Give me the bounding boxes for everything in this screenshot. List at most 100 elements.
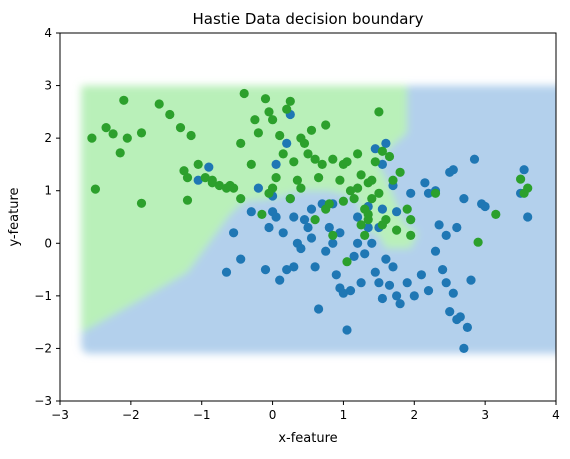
data-point bbox=[335, 175, 345, 185]
data-point bbox=[136, 128, 147, 138]
data-point bbox=[392, 291, 402, 301]
data-point bbox=[519, 165, 529, 175]
data-point bbox=[335, 228, 345, 238]
x-tick-label: 1 bbox=[340, 408, 348, 422]
data-point bbox=[246, 207, 256, 217]
data-point bbox=[289, 212, 299, 222]
data-point bbox=[179, 166, 189, 176]
data-point bbox=[469, 154, 480, 164]
data-point bbox=[360, 230, 370, 240]
data-point bbox=[349, 251, 359, 261]
data-point bbox=[154, 99, 164, 109]
data-point bbox=[374, 278, 384, 288]
data-point bbox=[101, 123, 111, 133]
data-point bbox=[292, 175, 302, 185]
data-point bbox=[392, 207, 402, 217]
data-point bbox=[374, 188, 384, 198]
data-point bbox=[455, 312, 465, 322]
data-point bbox=[115, 148, 125, 158]
data-point bbox=[182, 195, 193, 205]
data-point bbox=[363, 215, 373, 225]
y-axis-label: y-feature bbox=[7, 187, 22, 246]
data-point bbox=[377, 159, 387, 169]
data-point bbox=[377, 146, 387, 156]
data-point bbox=[430, 188, 441, 198]
data-point bbox=[260, 265, 271, 275]
data-point bbox=[353, 149, 363, 159]
data-point bbox=[388, 175, 398, 185]
data-point bbox=[448, 165, 458, 175]
y-tick-label: 0 bbox=[44, 236, 52, 250]
chart-title: Hastie Data decision boundary bbox=[193, 10, 424, 28]
data-point bbox=[377, 204, 387, 214]
data-point bbox=[353, 238, 363, 248]
data-point bbox=[321, 120, 331, 130]
data-point bbox=[264, 222, 274, 233]
data-point bbox=[406, 230, 416, 240]
data-point bbox=[136, 198, 147, 208]
data-point bbox=[264, 107, 274, 117]
data-point bbox=[225, 180, 235, 191]
data-point bbox=[87, 133, 97, 143]
data-point bbox=[299, 138, 310, 148]
data-point bbox=[165, 109, 175, 120]
x-tick-label: 0 bbox=[269, 408, 277, 422]
data-point bbox=[275, 130, 285, 141]
data-point bbox=[321, 246, 331, 256]
data-point bbox=[416, 270, 426, 280]
data-point bbox=[193, 175, 203, 185]
data-point bbox=[289, 157, 299, 167]
data-point bbox=[367, 238, 377, 248]
data-point bbox=[204, 162, 214, 172]
data-point bbox=[441, 230, 451, 240]
data-point bbox=[282, 265, 292, 275]
data-point bbox=[374, 107, 384, 117]
data-point bbox=[345, 286, 356, 296]
data-point bbox=[402, 204, 412, 214]
data-point bbox=[182, 173, 193, 183]
data-point bbox=[271, 173, 281, 183]
data-point bbox=[452, 222, 462, 233]
data-point bbox=[271, 159, 281, 169]
data-point bbox=[434, 220, 444, 230]
green-region bbox=[81, 85, 418, 333]
x-axis-label: x-feature bbox=[278, 431, 337, 446]
data-point bbox=[441, 278, 451, 288]
data-point bbox=[193, 159, 203, 169]
data-point bbox=[360, 249, 370, 259]
x-tick-label: −2 bbox=[122, 408, 140, 422]
y-axis: −3 −2 −1 0 1 2 3 4 bbox=[34, 26, 60, 408]
data-point bbox=[246, 159, 256, 169]
data-point bbox=[314, 173, 324, 183]
data-point bbox=[282, 104, 292, 114]
data-point bbox=[363, 222, 373, 233]
data-point bbox=[409, 291, 419, 301]
data-point bbox=[338, 288, 348, 298]
data-point bbox=[381, 138, 391, 148]
y-tick-label: −2 bbox=[34, 341, 52, 355]
data-point bbox=[392, 225, 402, 235]
data-points bbox=[87, 88, 533, 353]
plot-frame bbox=[59, 32, 557, 402]
data-point bbox=[353, 212, 363, 222]
data-point bbox=[406, 215, 416, 225]
data-point bbox=[200, 173, 210, 183]
x-tick-label: 4 bbox=[552, 408, 560, 422]
data-point bbox=[342, 325, 352, 335]
data-point bbox=[370, 267, 380, 277]
data-point bbox=[459, 343, 469, 353]
data-point bbox=[356, 278, 366, 288]
data-point bbox=[345, 186, 356, 196]
data-point bbox=[250, 115, 260, 125]
y-tick-label: 1 bbox=[44, 184, 52, 198]
data-point bbox=[236, 254, 246, 264]
data-point bbox=[264, 188, 274, 198]
x-tick-label: −1 bbox=[193, 408, 211, 422]
data-point bbox=[516, 174, 526, 184]
data-point bbox=[317, 159, 327, 169]
x-axis: −3 −2 −1 0 1 2 3 4 bbox=[51, 401, 560, 422]
data-point bbox=[367, 175, 377, 185]
data-point bbox=[122, 133, 132, 143]
data-point bbox=[377, 293, 387, 304]
